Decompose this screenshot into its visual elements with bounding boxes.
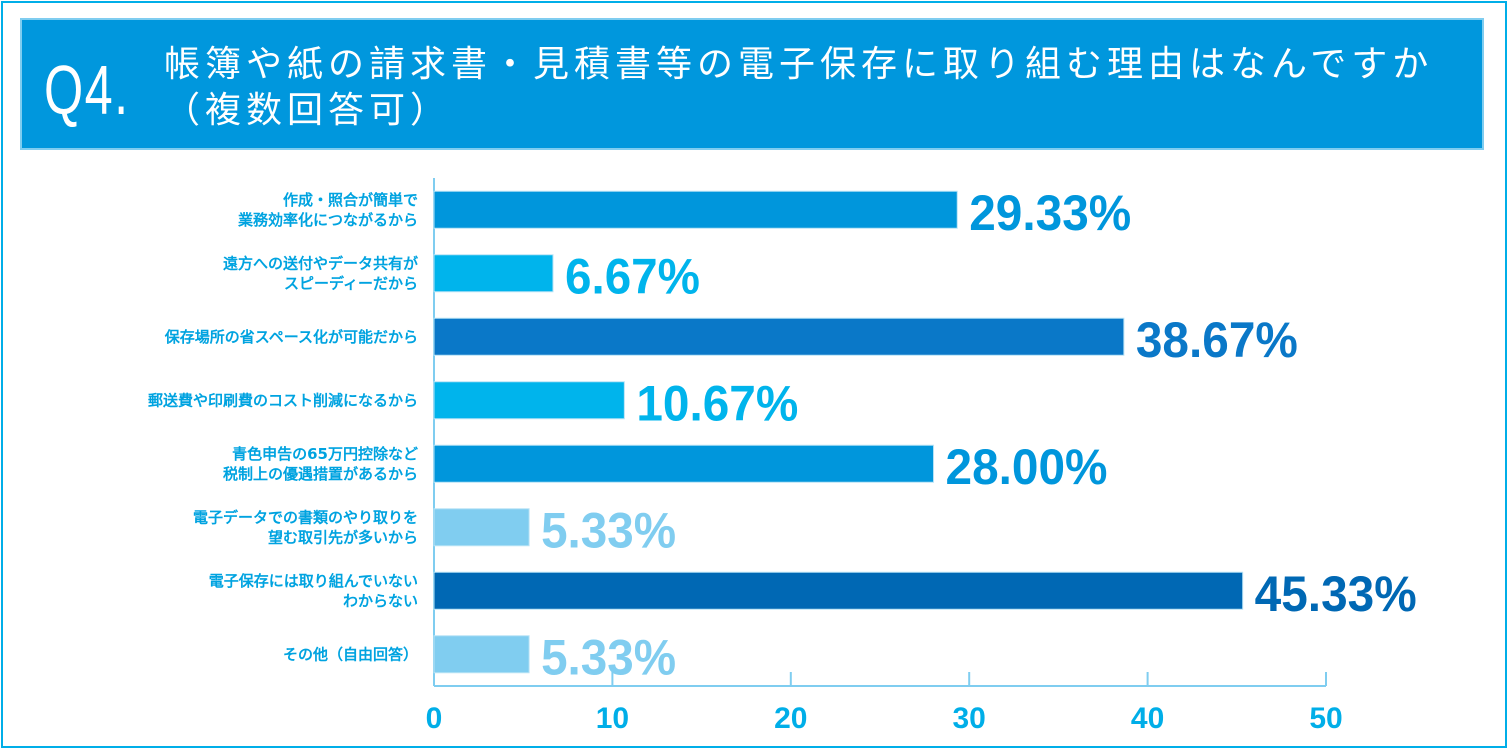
category-label: 電子保存には取り組んでいない — [209, 572, 418, 590]
bar — [433, 571, 1244, 610]
category-label: 税制上の優遇措置があるから — [223, 465, 418, 483]
bar — [433, 254, 554, 293]
question-title: 帳簿や紙の請求書・見積書等の電子保存に取り組む理由はなんですか（複数回答可） — [164, 44, 1434, 131]
bar — [433, 381, 625, 420]
value-label: 45.33% — [1255, 566, 1417, 622]
x-tick-label: 40 — [1131, 702, 1164, 735]
bar — [433, 635, 530, 674]
value-label: 6.67% — [565, 248, 700, 304]
category-label: その他（自由回答） — [283, 645, 418, 663]
category-label: 郵送費や印刷費のコスト削減になるから — [148, 391, 418, 409]
bar — [433, 317, 1125, 356]
value-label: 28.00% — [946, 439, 1108, 495]
bar — [433, 444, 935, 483]
bar — [433, 508, 530, 547]
value-label: 10.67% — [636, 375, 798, 431]
value-label: 29.33% — [969, 185, 1131, 241]
x-tick-label: 0 — [426, 702, 443, 735]
x-tick-label: 30 — [953, 702, 986, 735]
value-label: 5.33% — [541, 629, 676, 685]
question-number: Q4. — [44, 51, 130, 129]
category-label: スピーディーだから — [284, 274, 418, 292]
category-label: 遠方への送付やデータ共有が — [223, 254, 419, 272]
bar — [433, 190, 958, 229]
value-label: 5.33% — [541, 502, 676, 558]
category-label: 青色申告の65万円控除など — [232, 445, 418, 463]
x-tick-label: 20 — [774, 702, 807, 735]
value-label: 38.67% — [1136, 312, 1298, 368]
category-label: 保存場所の省スペース化が可能だから — [164, 328, 418, 346]
category-label: 望む取引先が多いから — [268, 528, 418, 546]
category-label: わからない — [343, 592, 418, 610]
x-tick-label: 50 — [1309, 702, 1342, 735]
question-header: Q4. 帳簿や紙の請求書・見積書等の電子保存に取り組む理由はなんですか（複数回答… — [20, 18, 1484, 150]
category-label: 電子データでの書類のやり取りを — [193, 508, 418, 526]
category-label: 作成・照合が簡単で — [283, 191, 418, 209]
x-tick-label: 10 — [596, 702, 629, 735]
category-label: 業務効率化につながるから — [237, 211, 418, 229]
